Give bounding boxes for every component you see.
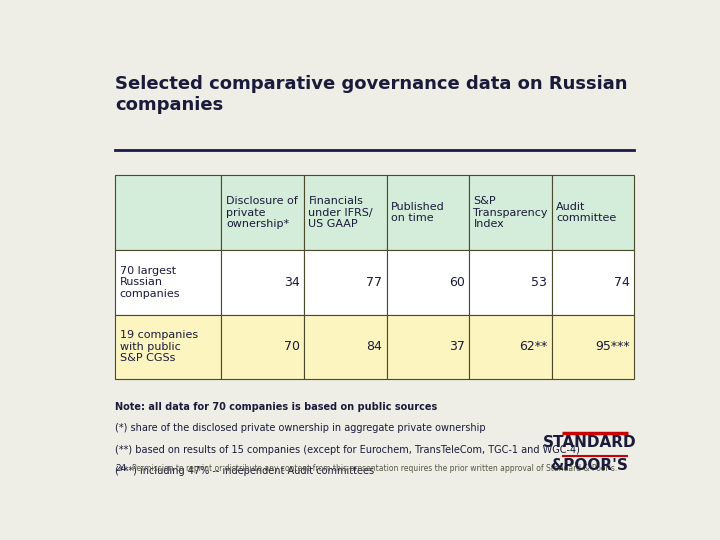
Text: 34: 34 [284, 276, 300, 289]
Text: Audit
committee: Audit committee [556, 202, 616, 224]
Text: STANDARD: STANDARD [543, 435, 636, 450]
Text: 77: 77 [366, 276, 382, 289]
Text: 19 companies
with public
S&P CGSs: 19 companies with public S&P CGSs [120, 330, 198, 363]
Text: 74: 74 [613, 276, 629, 289]
Text: 62**: 62** [519, 340, 547, 353]
Text: 53: 53 [531, 276, 547, 289]
Text: Selected comparative governance data on Russian
companies: Selected comparative governance data on … [115, 75, 628, 114]
Text: 70 largest
Russian
companies: 70 largest Russian companies [120, 266, 180, 299]
Text: 70: 70 [284, 340, 300, 353]
Text: 37: 37 [449, 340, 464, 353]
Text: &POOR'S: &POOR'S [551, 458, 629, 472]
Text: Disclosure of
private
ownership*: Disclosure of private ownership* [226, 196, 297, 229]
Text: Published
on time: Published on time [391, 202, 445, 224]
Text: 84: 84 [366, 340, 382, 353]
Text: Note: all data for 70 companies is based on public sources: Note: all data for 70 companies is based… [115, 402, 437, 411]
Text: 60: 60 [449, 276, 464, 289]
Text: 95***: 95*** [595, 340, 629, 353]
Text: (*) share of the disclosed private ownership in aggregate private ownership: (*) share of the disclosed private owner… [115, 423, 486, 433]
Text: (**) based on results of 15 companies (except for Eurochem, TransTeleCom, TGC-1 : (**) based on results of 15 companies (e… [115, 445, 580, 455]
Text: S&P
Transparency
Index: S&P Transparency Index [474, 196, 548, 229]
Text: Permission to reprint or distribute any content from this presentation requires : Permission to reprint or distribute any … [132, 464, 617, 473]
Text: Financials
under IFRS/
US GAAP: Financials under IFRS/ US GAAP [308, 196, 373, 229]
Text: 24.: 24. [115, 464, 129, 473]
Text: (***) including 47% -- independent Audit committees: (***) including 47% -- independent Audit… [115, 467, 374, 476]
